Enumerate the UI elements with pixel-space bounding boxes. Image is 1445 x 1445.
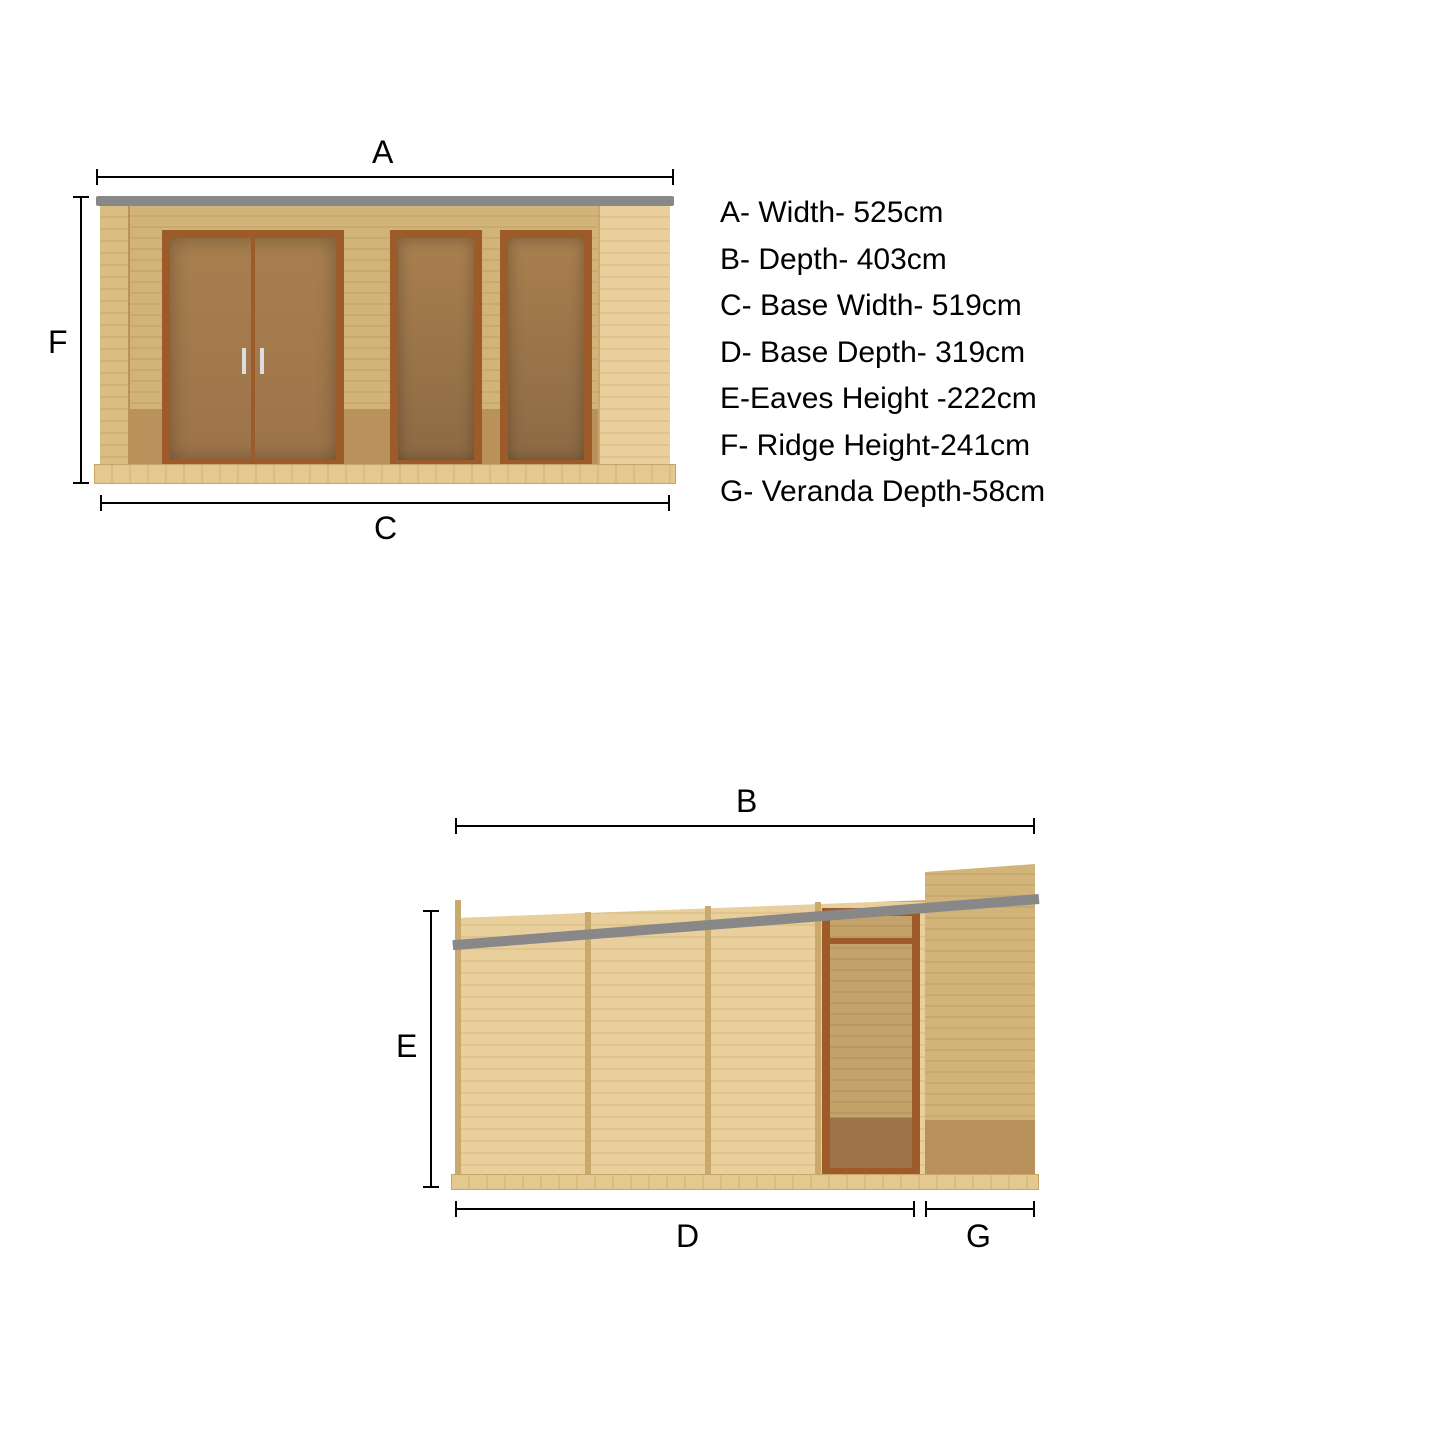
front-window-2 xyxy=(500,230,592,468)
front-double-door xyxy=(162,230,344,468)
front-right-wall xyxy=(598,206,670,466)
side-post-4 xyxy=(815,902,821,1176)
side-opening xyxy=(822,908,920,1176)
side-post-3 xyxy=(705,906,711,1176)
dim-line-a xyxy=(96,176,674,178)
dim-label-d: D xyxy=(676,1218,699,1255)
legend-row-a: A- Width- 525cm xyxy=(720,190,1045,237)
legend-row-b: B- Depth- 403cm xyxy=(720,237,1045,284)
front-roof xyxy=(96,196,674,206)
side-base xyxy=(451,1174,1039,1190)
side-elevation xyxy=(455,850,1035,1190)
dim-line-g xyxy=(925,1208,1035,1210)
legend-row-d: D- Base Depth- 319cm xyxy=(720,330,1045,377)
dim-line-e xyxy=(430,910,432,1188)
door-handle-left xyxy=(242,348,246,374)
front-window-1 xyxy=(390,230,482,468)
dim-label-c: C xyxy=(374,510,397,547)
legend-row-f: F- Ridge Height-241cm xyxy=(720,423,1045,470)
dim-line-d xyxy=(455,1208,915,1210)
dim-label-e: E xyxy=(396,1028,417,1065)
side-post-2 xyxy=(585,912,591,1176)
dim-line-f xyxy=(80,196,82,484)
dim-line-b xyxy=(455,825,1035,827)
dimension-legend: A- Width- 525cm B- Depth- 403cm C- Base … xyxy=(720,190,1045,516)
legend-row-c: C- Base Width- 519cm xyxy=(720,283,1045,330)
dim-line-c xyxy=(100,502,670,504)
dim-label-a: A xyxy=(372,134,393,171)
front-base xyxy=(94,464,676,484)
front-left-return xyxy=(100,206,130,466)
dim-label-g: G xyxy=(966,1218,991,1255)
legend-row-g: G- Veranda Depth-58cm xyxy=(720,469,1045,516)
door-handle-right xyxy=(260,348,264,374)
front-elevation xyxy=(100,196,670,484)
dim-label-b: B xyxy=(736,783,757,820)
legend-row-e: E-Eaves Height -222cm xyxy=(720,376,1045,423)
dim-label-f: F xyxy=(48,324,68,361)
